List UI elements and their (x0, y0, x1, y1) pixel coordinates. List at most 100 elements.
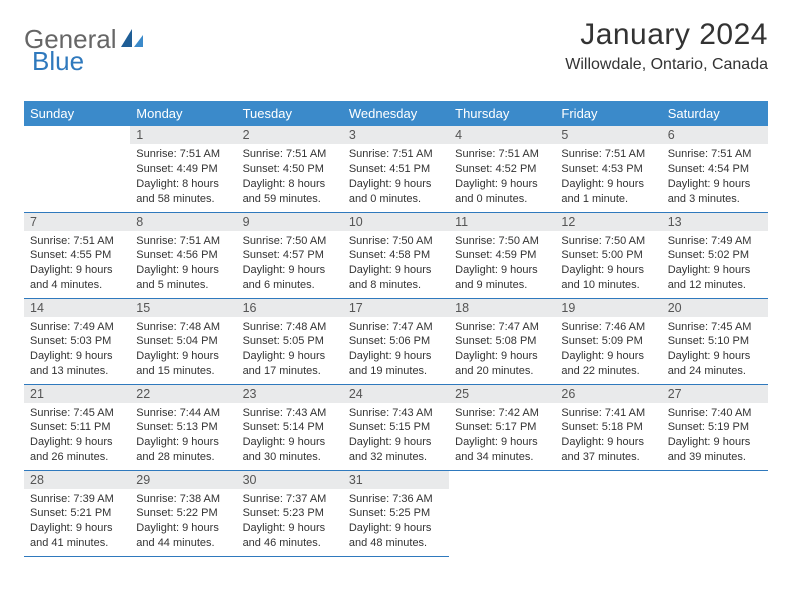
cell-body: Sunrise: 7:43 AMSunset: 5:14 PMDaylight:… (237, 403, 343, 469)
day-number: 8 (130, 213, 236, 231)
sunset-text: Sunset: 5:03 PM (30, 334, 124, 349)
cell-body: Sunrise: 7:38 AMSunset: 5:22 PMDaylight:… (130, 489, 236, 555)
day-number: 29 (130, 471, 236, 489)
calendar-cell: 15Sunrise: 7:48 AMSunset: 5:04 PMDayligh… (130, 298, 236, 384)
daylight-text-1: Daylight: 9 hours (30, 263, 124, 278)
day-number: 21 (24, 385, 130, 403)
daylight-text-2: and 44 minutes. (136, 536, 230, 551)
daylight-text-1: Daylight: 9 hours (668, 263, 762, 278)
sunset-text: Sunset: 5:21 PM (30, 506, 124, 521)
calendar-row: 21Sunrise: 7:45 AMSunset: 5:11 PMDayligh… (24, 384, 768, 470)
day-header: Monday (130, 101, 236, 126)
daylight-text-1: Daylight: 9 hours (668, 435, 762, 450)
sunrise-text: Sunrise: 7:39 AM (30, 492, 124, 507)
sunrise-text: Sunrise: 7:50 AM (561, 234, 655, 249)
cell-body: Sunrise: 7:50 AMSunset: 4:58 PMDaylight:… (343, 231, 449, 297)
sunset-text: Sunset: 5:09 PM (561, 334, 655, 349)
sunset-text: Sunset: 4:52 PM (455, 162, 549, 177)
daylight-text-2: and 13 minutes. (30, 364, 124, 379)
sunrise-text: Sunrise: 7:41 AM (561, 406, 655, 421)
cell-body: Sunrise: 7:51 AMSunset: 4:50 PMDaylight:… (237, 144, 343, 210)
sunrise-text: Sunrise: 7:48 AM (243, 320, 337, 335)
daylight-text-1: Daylight: 8 hours (243, 177, 337, 192)
page-title: January 2024 (565, 18, 768, 52)
cell-body: Sunrise: 7:51 AMSunset: 4:49 PMDaylight:… (130, 144, 236, 210)
calendar-cell: 27Sunrise: 7:40 AMSunset: 5:19 PMDayligh… (662, 384, 768, 470)
daylight-text-2: and 20 minutes. (455, 364, 549, 379)
sunrise-text: Sunrise: 7:50 AM (349, 234, 443, 249)
sunrise-text: Sunrise: 7:44 AM (136, 406, 230, 421)
sunrise-text: Sunrise: 7:51 AM (668, 147, 762, 162)
sunset-text: Sunset: 5:15 PM (349, 420, 443, 435)
calendar-cell: 16Sunrise: 7:48 AMSunset: 5:05 PMDayligh… (237, 298, 343, 384)
sunrise-text: Sunrise: 7:48 AM (136, 320, 230, 335)
sunrise-text: Sunrise: 7:49 AM (668, 234, 762, 249)
day-header: Saturday (662, 101, 768, 126)
cell-body: Sunrise: 7:46 AMSunset: 5:09 PMDaylight:… (555, 317, 661, 383)
sunrise-text: Sunrise: 7:51 AM (136, 147, 230, 162)
daylight-text-2: and 4 minutes. (30, 278, 124, 293)
sunset-text: Sunset: 5:10 PM (668, 334, 762, 349)
calendar-cell: 14Sunrise: 7:49 AMSunset: 5:03 PMDayligh… (24, 298, 130, 384)
sunset-text: Sunset: 4:50 PM (243, 162, 337, 177)
calendar-cell: 5Sunrise: 7:51 AMSunset: 4:53 PMDaylight… (555, 126, 661, 212)
daylight-text-1: Daylight: 9 hours (243, 349, 337, 364)
daylight-text-2: and 10 minutes. (561, 278, 655, 293)
daylight-text-1: Daylight: 9 hours (243, 263, 337, 278)
day-number: 4 (449, 126, 555, 144)
sunset-text: Sunset: 5:02 PM (668, 248, 762, 263)
day-number: 31 (343, 471, 449, 489)
day-number: 22 (130, 385, 236, 403)
calendar-cell: 26Sunrise: 7:41 AMSunset: 5:18 PMDayligh… (555, 384, 661, 470)
sunset-text: Sunset: 5:06 PM (349, 334, 443, 349)
calendar-cell: 29Sunrise: 7:38 AMSunset: 5:22 PMDayligh… (130, 470, 236, 556)
daylight-text-2: and 30 minutes. (243, 450, 337, 465)
day-header: Friday (555, 101, 661, 126)
sunrise-text: Sunrise: 7:51 AM (561, 147, 655, 162)
day-header: Wednesday (343, 101, 449, 126)
daylight-text-2: and 26 minutes. (30, 450, 124, 465)
cell-body: Sunrise: 7:42 AMSunset: 5:17 PMDaylight:… (449, 403, 555, 469)
daylight-text-1: Daylight: 9 hours (349, 177, 443, 192)
sunset-text: Sunset: 5:13 PM (136, 420, 230, 435)
daylight-text-1: Daylight: 9 hours (455, 435, 549, 450)
sunset-text: Sunset: 5:22 PM (136, 506, 230, 521)
daylight-text-2: and 59 minutes. (243, 192, 337, 207)
cell-body: Sunrise: 7:51 AMSunset: 4:52 PMDaylight:… (449, 144, 555, 210)
calendar-cell: 1Sunrise: 7:51 AMSunset: 4:49 PMDaylight… (130, 126, 236, 212)
sunrise-text: Sunrise: 7:46 AM (561, 320, 655, 335)
cell-body: Sunrise: 7:45 AMSunset: 5:11 PMDaylight:… (24, 403, 130, 469)
day-number: 19 (555, 299, 661, 317)
day-number: 20 (662, 299, 768, 317)
daylight-text-1: Daylight: 9 hours (243, 435, 337, 450)
day-number: 13 (662, 213, 768, 231)
sunset-text: Sunset: 4:53 PM (561, 162, 655, 177)
daylight-text-1: Daylight: 9 hours (136, 349, 230, 364)
calendar-row: 14Sunrise: 7:49 AMSunset: 5:03 PMDayligh… (24, 298, 768, 384)
daylight-text-1: Daylight: 9 hours (455, 349, 549, 364)
cell-body: Sunrise: 7:49 AMSunset: 5:02 PMDaylight:… (662, 231, 768, 297)
daylight-text-2: and 24 minutes. (668, 364, 762, 379)
calendar-table: Sunday Monday Tuesday Wednesday Thursday… (24, 101, 768, 557)
calendar-cell: 19Sunrise: 7:46 AMSunset: 5:09 PMDayligh… (555, 298, 661, 384)
daylight-text-1: Daylight: 9 hours (668, 177, 762, 192)
calendar-cell: 2Sunrise: 7:51 AMSunset: 4:50 PMDaylight… (237, 126, 343, 212)
sunset-text: Sunset: 4:51 PM (349, 162, 443, 177)
day-number: 14 (24, 299, 130, 317)
sunrise-text: Sunrise: 7:37 AM (243, 492, 337, 507)
daylight-text-2: and 8 minutes. (349, 278, 443, 293)
sunset-text: Sunset: 5:25 PM (349, 506, 443, 521)
sunrise-text: Sunrise: 7:47 AM (349, 320, 443, 335)
title-block: January 2024 Willowdale, Ontario, Canada (565, 18, 768, 74)
day-number: 9 (237, 213, 343, 231)
day-number: 1 (130, 126, 236, 144)
cell-body: Sunrise: 7:47 AMSunset: 5:08 PMDaylight:… (449, 317, 555, 383)
sunrise-text: Sunrise: 7:51 AM (243, 147, 337, 162)
daylight-text-1: Daylight: 9 hours (349, 349, 443, 364)
daylight-text-1: Daylight: 9 hours (455, 177, 549, 192)
daylight-text-1: Daylight: 9 hours (561, 349, 655, 364)
day-header: Sunday (24, 101, 130, 126)
calendar-cell: 30Sunrise: 7:37 AMSunset: 5:23 PMDayligh… (237, 470, 343, 556)
cell-body: Sunrise: 7:48 AMSunset: 5:04 PMDaylight:… (130, 317, 236, 383)
day-number: 23 (237, 385, 343, 403)
